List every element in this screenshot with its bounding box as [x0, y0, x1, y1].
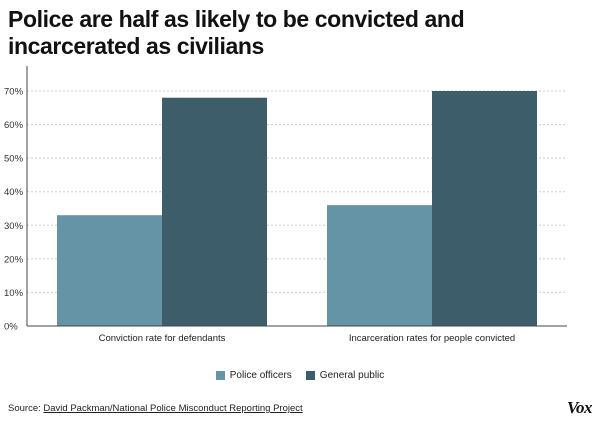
legend-label-police: Police officers [229, 370, 292, 381]
y-tick-label: 60% [4, 120, 24, 131]
legend: Police officers General public [0, 370, 600, 381]
bar [327, 205, 432, 326]
legend-item-public: General public [305, 370, 385, 381]
y-tick-label: 20% [4, 254, 24, 265]
y-tick-label: 70% [4, 87, 24, 98]
axes: 0% 10% 20% 30% 40% 50% 60% 70% Conviction rate f… [4, 66, 567, 344]
legend-swatch-police [215, 371, 225, 380]
legend-item-police: Police officers [215, 370, 292, 381]
bar [432, 91, 537, 326]
vox-logo: Vox [567, 398, 592, 417]
y-tick-label: 0% [4, 322, 18, 333]
legend-swatch-public [305, 371, 315, 380]
source-note: Source: David Packman/National Police Mi… [8, 403, 303, 414]
y-tick-label: 30% [4, 221, 24, 232]
x-category-label: Conviction rate for defendants [99, 333, 226, 344]
legend-label-public: General public [319, 370, 385, 381]
bar [162, 97, 267, 326]
chart-title: Police are half as likely to be convicte… [8, 6, 465, 59]
y-tick-label: 40% [4, 187, 24, 198]
y-tick-label: 50% [4, 154, 24, 165]
bars [57, 91, 537, 326]
x-category-label: Incarceration rates for people convicted [349, 333, 515, 344]
source-label: Source: [8, 403, 41, 414]
bar-chart: 0% 10% 20% 30% 40% 50% 60% 70% Conviction rate f… [4, 66, 567, 344]
source-link[interactable]: David Packman/National Police Misconduct… [43, 403, 303, 414]
bar [57, 215, 162, 326]
y-tick-label: 10% [4, 288, 24, 299]
